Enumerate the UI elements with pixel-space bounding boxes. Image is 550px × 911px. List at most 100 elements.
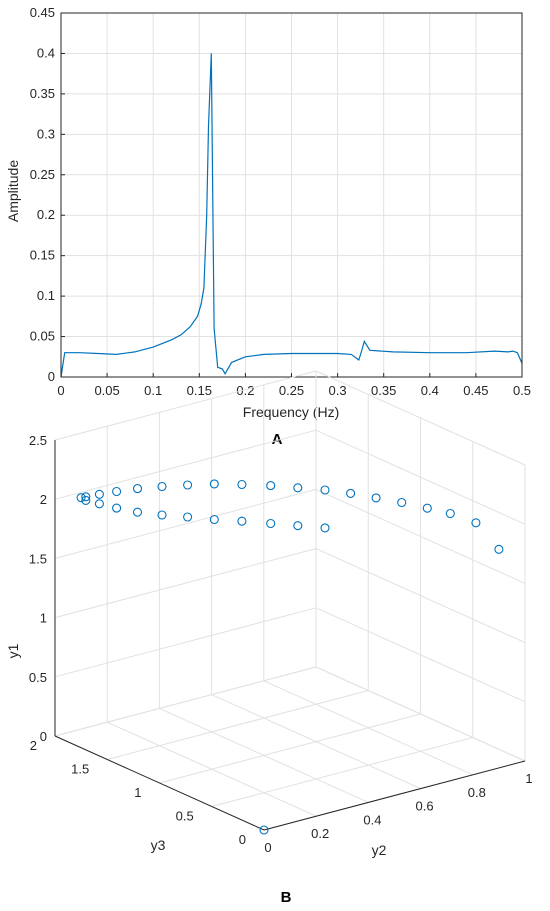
panel-b-y-axis-label: y3 [151,837,166,853]
panel-b-side-wall-gridline [315,429,526,525]
panel-b-data-point [259,825,269,835]
panel-b-z-tick-label: 2.5 [29,433,47,448]
panel-b-data-point [157,510,167,520]
panel-b-data-point [94,499,104,509]
panel-b-data-point [81,495,91,505]
panel-b-y-tick-label: 1.5 [71,762,89,777]
panel-b-y-tick-label: 0.5 [176,809,194,824]
panel-b-data-point [371,493,381,503]
panel-b-z-tick-label: 0.5 [29,670,47,685]
panel-b-data-point [209,514,219,525]
panel-a-y-tick-label: 0.3 [37,126,55,141]
panel-a-x-tick-label: 0.05 [94,383,119,398]
panel-b-x-tick-label: 0.8 [468,785,486,800]
panel-b-data-point [422,503,432,513]
panel-b-data-point [471,518,481,528]
panel-b-z-tick-label: 1 [40,611,47,626]
panel-b-data-point [237,516,247,526]
panel-a-y-tick-label: 0.15 [30,248,55,263]
panel-a-y-tick-label: 0.45 [30,5,55,20]
panel-b-side-wall-gridline [315,488,526,584]
panel-a-x-tick-label: 0.45 [463,383,488,398]
panel-a-x-tick-label: 0.4 [421,383,439,398]
panel-b-floor-gridline [107,690,369,760]
panel-b-data-point [132,484,143,494]
panel-b-data-point [112,503,122,513]
amplitude-series-line [60,53,523,378]
panel-a-x-axis-label: Frequency (Hz) [243,404,339,420]
panel-b-x-axis-label: y2 [372,842,387,858]
panel-b-side-wall-gridline [315,370,526,466]
panel-b-back-wall-gridline [54,370,317,441]
panel-b-back-wall-gridline [54,488,317,559]
panel-b-x-axis-line [263,760,526,831]
panel-a-x-tick-label: 0.5 [513,383,531,398]
panel-b-y-tick-label: 1 [134,785,141,800]
panel-a-y-tick-label: 0.05 [30,329,55,344]
panel-a-y-tick-label: 0.25 [30,167,55,182]
panel-b-x-tick-label: 1 [525,771,532,786]
panel-b-data-point [81,492,91,502]
panel-b-caption: B [281,889,292,906]
panel-a-x-ticks: 0 0.05 0.1 0.15 0.2 0.25 0.3 0.35 0.4 0.45 0.5 [57,373,531,398]
panel-a-x-tick-label: 0.3 [329,383,347,398]
panel-b-data-point [76,493,86,503]
panel-a-x-tick-label: 0 [57,383,64,398]
panel-b-x-tick-label: 0.2 [311,826,329,841]
panel-b-back-wall-gridline [54,666,317,737]
panel-b-data-point [397,497,407,508]
panel-b-y-axis-line [54,735,265,831]
panel-b-data-point [445,508,455,519]
panel-b-back-wall-gridline [54,607,317,678]
panel-b-side-wall-gridline [315,607,526,703]
panel-b-data-point [209,479,219,489]
panel-b-data-point [266,518,276,529]
panel-b-data-point [266,481,276,491]
panel-b-floor-gridline [159,713,421,784]
panel-a-y-tick-label: 0.1 [37,288,55,303]
panel-a-y-tick-label: 0.2 [37,207,55,222]
panel-a-x-tick-label: 0.2 [236,383,254,398]
panel-b-floor-gridline [211,737,473,807]
panel-b-data-point [237,479,247,490]
panel-b-z-axis-label: y1 [5,643,21,658]
panel-a-x-tick-label: 0.35 [371,383,396,398]
panel-b-z-tick-label: 1.5 [29,551,47,566]
panel-b-x-tick-label: 0 [264,840,271,855]
panel-b-z-tick-label: 2 [40,492,47,507]
panel-b-back-wall-gridline [54,548,317,619]
panel-b-data-point [293,521,303,531]
panel-a-x-tick-label: 0.25 [279,383,304,398]
panel-b-y-tick-label: 0 [239,832,246,847]
panel-b-data-point [132,507,143,517]
panel-a-x-tick-label: 0.1 [144,383,162,398]
panel-b-x-tick-label: 0.4 [363,812,381,827]
panel-a-y-tick-label: 0 [48,369,55,384]
panel-b-3d-grid [54,370,526,831]
panel-b-side-wall-gridline [315,666,526,762]
panel-b-data-point [346,488,356,498]
panel-b-back-wall-gridline [54,429,317,500]
panel-b-data-point [293,483,303,493]
panel-b-data-point [494,544,504,554]
panel-b-data-point [320,485,330,495]
panel-b-side-wall-gridline [315,548,526,644]
panel-a-y-axis-label: Amplitude [5,160,21,222]
panel-b-z-tick-label: 0 [40,729,47,744]
panel-a-y-tick-label: 0.35 [30,86,55,101]
panel-b-y-tick-label: 2 [30,738,37,753]
panel-a-caption: A [272,431,283,448]
panel-b-data-point [157,481,167,492]
panel-a-x-tick-label: 0.15 [187,383,212,398]
panel-b-data-point [320,523,330,533]
panel-b-data-point [112,486,122,497]
panel-a-y-tick-label: 0.4 [37,45,55,60]
panel-b-scatter-points [76,479,504,835]
panel-a-chart: 0 0.05 0.1 0.15 0.2 0.25 0.3 0.35 0.4 0.45 0.5 0 0.… [5,5,531,448]
panel-b-data-point [183,480,193,490]
panel-b-x-tick-label: 0.6 [416,799,434,814]
panel-a-y-ticks: 0 0.05 0.1 0.15 0.2 0.25 0.3 0.35 0.4 0.45 [30,5,65,384]
